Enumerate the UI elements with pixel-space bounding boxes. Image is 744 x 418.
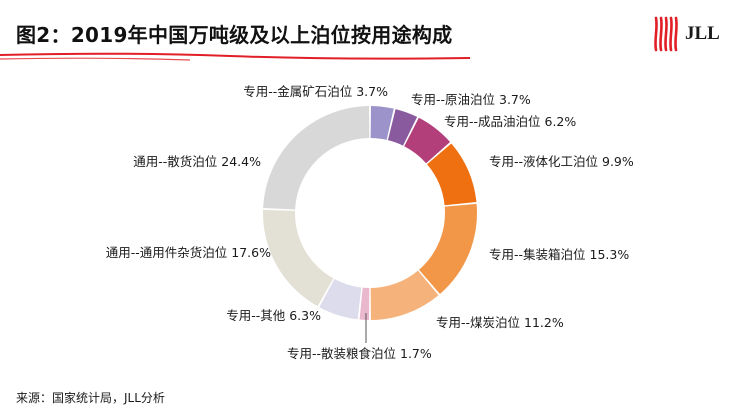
slice-label: 专用--金属矿石泊位 3.7%: [243, 84, 388, 99]
jll-logo-text: JLL: [685, 23, 720, 44]
jll-logo-icon: [654, 16, 678, 52]
donut-slice: [263, 106, 370, 210]
title-underline: [0, 52, 471, 61]
slice-label: 通用--通用件杂货泊位 17.6%: [106, 245, 271, 260]
logo-bar: [674, 16, 678, 52]
logo-bar: [659, 16, 663, 52]
slice-label: 专用--煤炭泊位 11.2%: [436, 315, 564, 330]
donut-slice: [404, 117, 451, 164]
page-title: 图2：2019年中国万吨级及以上泊位按用途构成: [16, 23, 453, 47]
slice-label: 专用--其他 6.3%: [226, 308, 321, 323]
slice-label: 专用--液体化工泊位 9.9%: [489, 154, 634, 169]
donut-slice: [387, 109, 418, 146]
slice-label: 专用--散装粮食泊位 1.7%: [287, 346, 432, 361]
donut-slice: [370, 270, 439, 320]
donut-slice: [419, 203, 477, 294]
logo-bar: [669, 16, 673, 52]
slice-label: 专用--成品油泊位 6.2%: [444, 114, 576, 129]
donut-slice: [319, 279, 362, 320]
donut-slice: [263, 209, 334, 307]
source-note: 来源：国家统计局，JLL分析: [16, 391, 165, 405]
slice-label: 专用--集装箱泊位 15.3%: [489, 247, 629, 262]
donut-slice: [359, 287, 370, 320]
slice-label: 通用--散货泊位 24.4%: [133, 154, 261, 169]
donut-slice: [370, 106, 394, 140]
logo-bar: [654, 16, 658, 52]
logo-bar: [664, 16, 668, 52]
jll-logo: JLL: [652, 14, 734, 54]
donut-slice: [427, 143, 477, 206]
slice-label: 专用--原油泊位 3.7%: [411, 92, 531, 107]
